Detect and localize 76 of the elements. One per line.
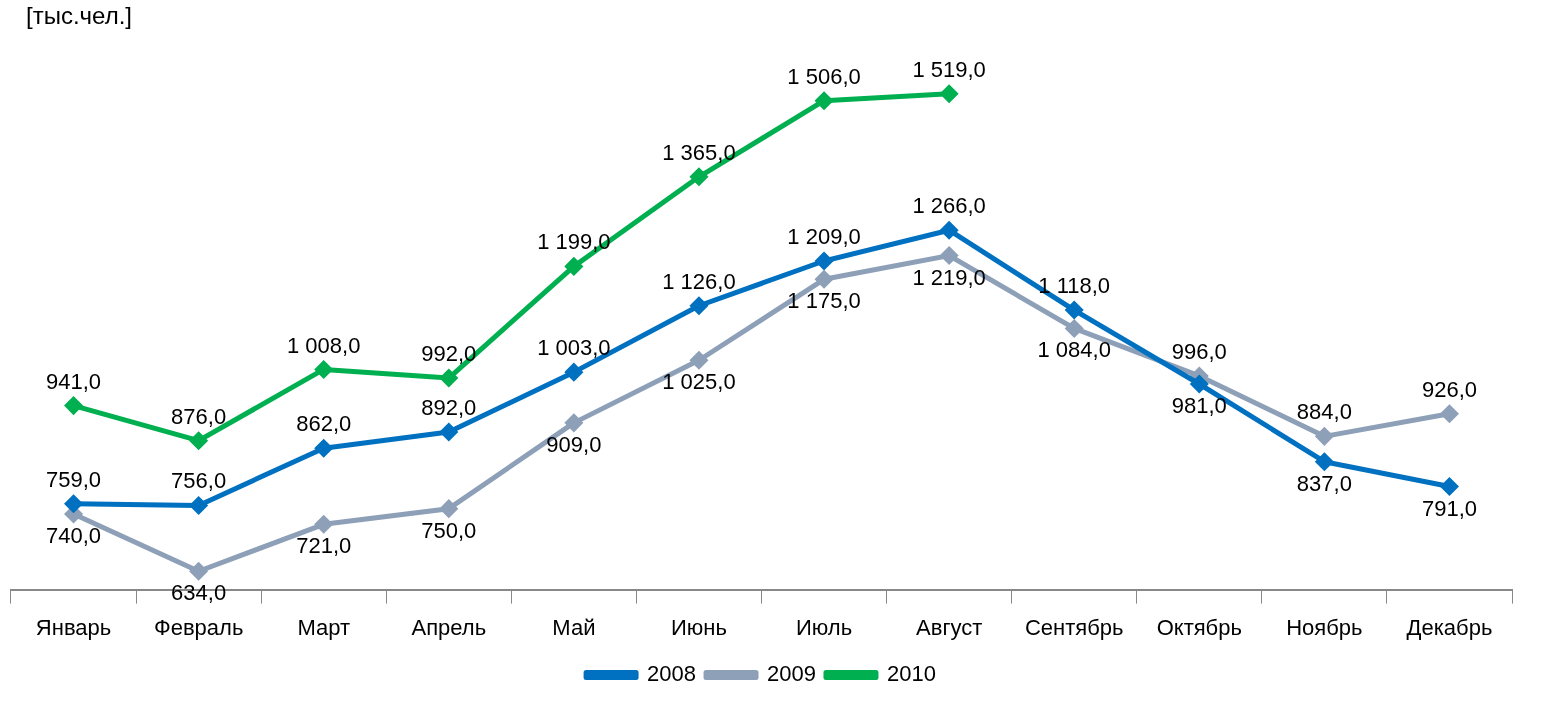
data-label: 837,0 [1296, 470, 1352, 496]
data-label: 862,0 [296, 411, 352, 437]
data-label: 721,0 [296, 533, 352, 559]
point [440, 423, 458, 441]
x-tick-label: Март [297, 614, 351, 640]
data-label: 941,0 [46, 368, 102, 394]
point [565, 257, 583, 275]
x-tick-label: Январь [35, 614, 112, 640]
data-label: 1 126,0 [662, 268, 736, 294]
point [1440, 405, 1458, 423]
x-tick-label: Май [552, 614, 596, 640]
point [690, 351, 708, 369]
data-label: 909,0 [546, 431, 602, 457]
x-tick-label: Декабрь [1406, 614, 1493, 640]
x-tick-label: Октябрь [1156, 614, 1242, 640]
data-label: 1 365,0 [662, 139, 736, 165]
point [690, 297, 708, 315]
point [815, 270, 833, 288]
data-label: 791,0 [1421, 495, 1477, 521]
data-label: 756,0 [171, 468, 227, 494]
data-label: 1 506,0 [787, 63, 861, 89]
point [315, 439, 333, 457]
point [65, 495, 83, 513]
point [315, 360, 333, 378]
chart-title: [тыс.чел.] [26, 2, 132, 30]
data-label: 634,0 [171, 580, 227, 606]
point [690, 168, 708, 186]
x-tick-label: Август [916, 614, 983, 640]
point [1315, 427, 1333, 445]
point [190, 496, 208, 514]
point [1440, 478, 1458, 496]
data-label: 892,0 [421, 395, 477, 421]
data-label: 1 175,0 [787, 288, 861, 314]
point [1315, 453, 1333, 471]
point [440, 369, 458, 387]
x-tick-label: Ноябрь [1286, 614, 1363, 640]
data-label: 992,0 [421, 341, 477, 367]
data-label: 1 266,0 [912, 193, 986, 219]
data-label: 884,0 [1296, 399, 1352, 425]
legend-label: 2010 [886, 661, 936, 687]
point [190, 432, 208, 450]
point [315, 515, 333, 533]
point [565, 363, 583, 381]
point [1065, 301, 1083, 319]
data-label: 996,0 [1171, 338, 1227, 364]
data-label: 1 003,0 [537, 335, 611, 361]
data-label: 876,0 [171, 403, 227, 429]
data-label: 759,0 [46, 466, 102, 492]
data-label: 1 209,0 [787, 224, 861, 250]
point [815, 92, 833, 110]
point [565, 414, 583, 432]
data-label: 1 084,0 [1037, 337, 1111, 363]
x-tick-label: Февраль [153, 614, 244, 640]
data-label: 1 025,0 [662, 369, 736, 395]
point [940, 247, 958, 265]
data-label: 1 219,0 [912, 264, 986, 290]
point [65, 397, 83, 415]
legend-label: 2009 [767, 661, 816, 687]
x-tick-label: Апрель [411, 614, 487, 640]
data-label: 926,0 [1421, 376, 1477, 402]
x-tick-label: Июнь [670, 614, 727, 640]
point [940, 221, 958, 239]
point [1190, 375, 1208, 393]
legend-label: 2008 [647, 661, 697, 687]
data-label: 1 008,0 [287, 332, 361, 358]
data-label: 981,0 [1171, 393, 1227, 419]
point [440, 500, 458, 518]
data-label: 750,0 [421, 517, 477, 543]
x-tick-label: Сентябрь [1024, 614, 1124, 640]
data-label: 740,0 [46, 523, 102, 549]
point [1065, 319, 1083, 337]
x-tick-label: Июль [795, 614, 853, 640]
point [190, 562, 208, 580]
point [815, 252, 833, 270]
data-label: 1 519,0 [912, 56, 986, 82]
point [940, 85, 958, 103]
